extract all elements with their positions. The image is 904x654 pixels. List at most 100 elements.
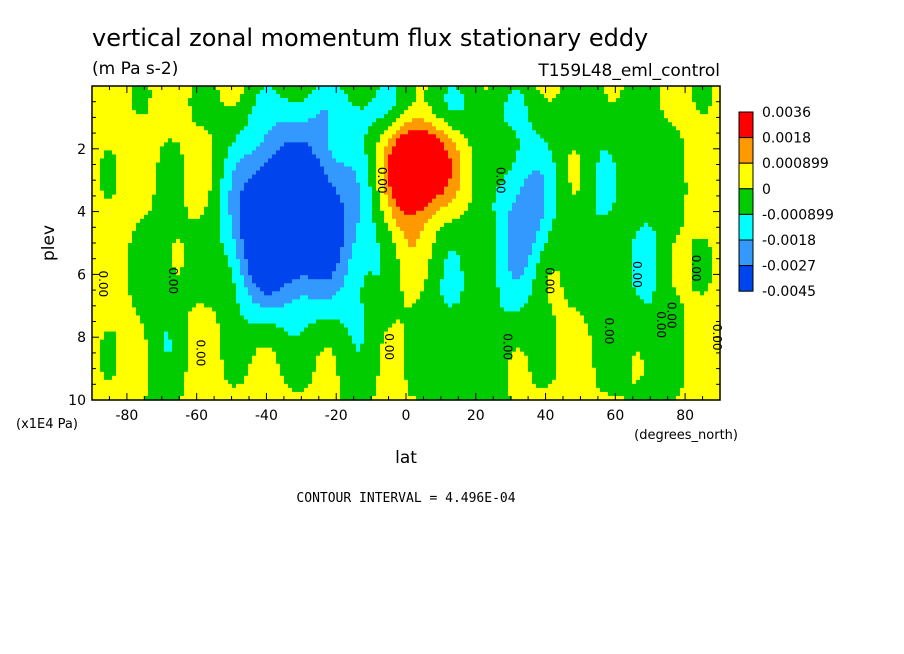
field-cell xyxy=(412,102,417,107)
field-cell xyxy=(620,206,625,212)
field-cell xyxy=(684,194,689,200)
field-cell xyxy=(340,158,345,164)
field-cell xyxy=(620,178,625,184)
field-cell xyxy=(688,162,693,168)
field-cell xyxy=(404,198,409,204)
field-cell xyxy=(248,110,253,115)
field-cell xyxy=(392,182,397,188)
field-cell xyxy=(168,158,173,164)
field-cell xyxy=(492,158,497,164)
field-cell xyxy=(608,202,613,208)
field-cell xyxy=(476,202,481,208)
field-cell xyxy=(172,106,177,111)
field-cell xyxy=(320,130,325,135)
field-cell xyxy=(708,146,713,152)
field-cell xyxy=(328,94,333,99)
field-cell xyxy=(308,90,313,95)
field-cell xyxy=(528,150,533,156)
field-cell xyxy=(464,102,469,107)
field-cell xyxy=(436,170,441,176)
field-cell xyxy=(712,86,717,91)
field-cell xyxy=(428,118,433,123)
field-cell xyxy=(520,114,525,119)
field-cell xyxy=(380,166,385,172)
field-cell xyxy=(444,198,449,204)
field-cell xyxy=(376,102,381,107)
field-cell xyxy=(628,158,633,164)
field-cell xyxy=(220,98,225,103)
field-cell xyxy=(684,98,689,103)
field-cell xyxy=(328,130,333,135)
field-cell xyxy=(708,122,713,127)
field-cell xyxy=(312,118,317,123)
field-cell xyxy=(276,182,281,188)
field-cell xyxy=(660,90,665,95)
field-cell xyxy=(636,174,641,180)
field-cell xyxy=(504,198,509,204)
field-cell xyxy=(180,94,185,99)
field-cell xyxy=(684,190,689,196)
field-cell xyxy=(592,122,597,127)
field-cell xyxy=(628,130,633,135)
field-cell xyxy=(472,198,477,204)
field-cell xyxy=(464,210,469,216)
field-cell xyxy=(272,86,277,91)
field-cell xyxy=(712,182,717,188)
field-cell xyxy=(132,90,137,95)
field-cell xyxy=(332,146,337,152)
field-cell xyxy=(336,114,341,119)
field-cell xyxy=(192,194,197,200)
field-cell xyxy=(92,134,97,139)
field-cell xyxy=(292,182,297,188)
field-cell xyxy=(168,198,173,204)
field-cell xyxy=(512,86,517,91)
field-cell xyxy=(288,134,293,139)
field-cell xyxy=(256,206,261,212)
field-cell xyxy=(444,114,449,119)
field-cell xyxy=(660,170,665,176)
field-cell xyxy=(292,206,297,212)
field-cell xyxy=(456,98,461,103)
field-cell xyxy=(616,174,621,180)
field-cell xyxy=(300,98,305,103)
field-cell xyxy=(316,178,321,184)
field-cell xyxy=(308,146,313,152)
field-cell xyxy=(516,86,521,91)
field-cell xyxy=(388,150,393,156)
field-cell xyxy=(416,178,421,184)
field-cell xyxy=(616,86,621,91)
field-cell xyxy=(692,162,697,168)
field-cells xyxy=(92,86,721,401)
field-cell xyxy=(648,110,653,115)
field-cell xyxy=(680,150,685,156)
field-cell xyxy=(376,98,381,103)
field-cell xyxy=(472,142,477,147)
field-cell xyxy=(260,122,265,127)
field-cell xyxy=(612,206,617,212)
field-cell xyxy=(272,154,277,160)
field-cell xyxy=(520,182,525,188)
field-cell xyxy=(128,198,133,204)
field-cell xyxy=(632,94,637,99)
field-cell xyxy=(636,198,641,204)
field-cell xyxy=(692,86,697,91)
field-cell xyxy=(576,142,581,147)
field-cell xyxy=(684,134,689,139)
field-cell xyxy=(484,142,489,147)
field-cell xyxy=(452,194,457,200)
field-cell xyxy=(360,130,365,135)
field-cell xyxy=(164,194,169,200)
field-cell xyxy=(608,198,613,204)
field-cell xyxy=(184,162,189,168)
field-cell xyxy=(136,170,141,176)
field-cell xyxy=(584,122,589,127)
field-cell xyxy=(472,194,477,200)
field-cell xyxy=(552,158,557,164)
field-cell xyxy=(320,134,325,139)
field-cell xyxy=(120,174,125,180)
field-cell xyxy=(484,114,489,119)
field-cell xyxy=(672,198,677,204)
field-cell xyxy=(196,150,201,156)
field-cell xyxy=(364,114,369,119)
field-cell xyxy=(144,134,149,139)
